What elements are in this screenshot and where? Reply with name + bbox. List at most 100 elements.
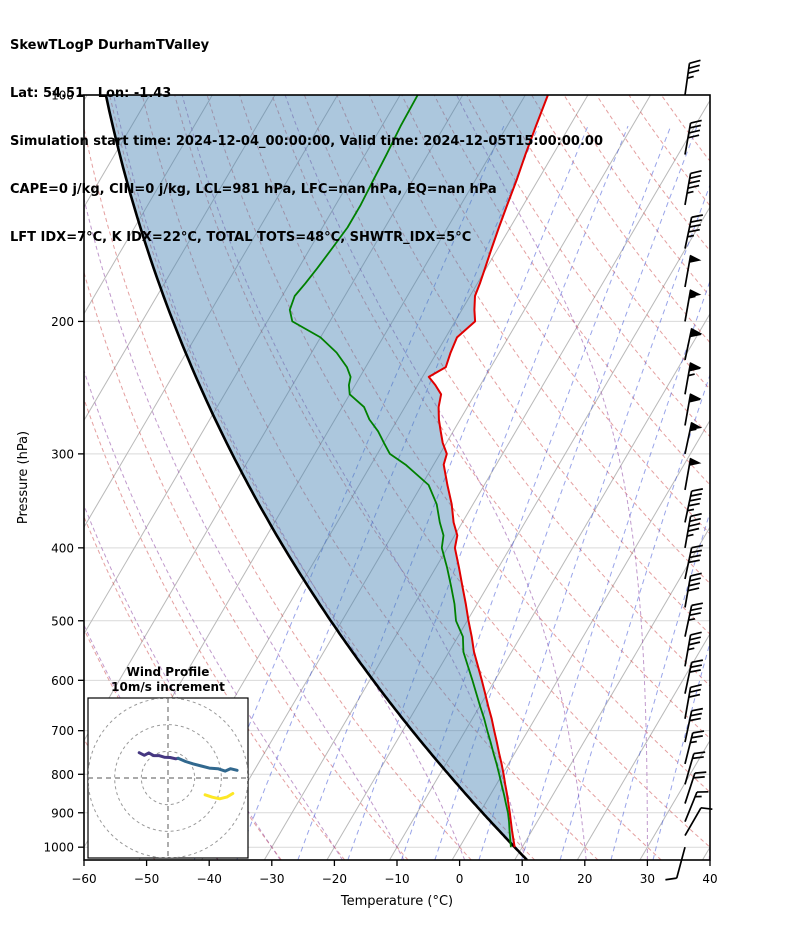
moist-adiabat-line: [113, 95, 466, 860]
isotherm-line: [326, 206, 710, 860]
wind-barb: [684, 790, 709, 823]
wind-barb: [684, 544, 704, 580]
wind-barb: [684, 683, 702, 719]
moist-adiabat-line: [84, 368, 343, 860]
wind-barb: [684, 59, 701, 96]
hodograph-ring: [114, 724, 222, 832]
isotherm-line: [263, 99, 710, 860]
stability-shade-region: [105, 95, 548, 848]
wind-barb: [684, 254, 702, 288]
wind-barb: [684, 362, 702, 395]
dry-adiabat-line: [84, 397, 346, 860]
wind-barbs: [665, 59, 713, 881]
chart-indices-1: CAPE=0 j/kg, CIN=0 j/kg, LCL=981 hPa, LF…: [10, 182, 497, 197]
mixing-ratio-line: [297, 125, 589, 860]
x-tick-label: −60: [71, 872, 96, 886]
y-tick-label: 600: [51, 674, 74, 688]
dry-adiabat-line: [206, 95, 710, 848]
wind-barb: [684, 512, 702, 549]
wind-barb: [684, 602, 704, 637]
x-tick-label: −50: [134, 872, 159, 886]
chart-title: SkewTLogP DurhamTValley: [10, 38, 210, 53]
mixing-ratio-line: [401, 125, 672, 860]
x-tick-label: −40: [197, 872, 222, 886]
y-tick-label: 100: [51, 89, 74, 103]
mixing-ratio-line: [559, 373, 710, 860]
x-tick-label: −30: [259, 872, 284, 886]
mixing-ratio-line: [347, 125, 629, 860]
y-tick-label: 900: [51, 806, 74, 820]
moist-adiabat-line: [708, 839, 710, 860]
dry-adiabat-line: [174, 95, 662, 860]
sounding-layers: [104, 95, 549, 860]
wind-barb: [684, 659, 704, 694]
dry-adiabat-line: [141, 95, 599, 860]
inset-subtitle: 10m/s increment: [111, 680, 225, 694]
x-tick-label: −10: [384, 872, 409, 886]
wind-barb: [684, 572, 702, 608]
inset-title: Wind Profile: [127, 665, 210, 679]
mixing-ratio-line: [434, 125, 698, 860]
wind-barb: [684, 119, 702, 155]
wind-barb: [684, 289, 702, 322]
x-tick-label: 10: [515, 872, 530, 886]
chart-header: SkewTLogP DurhamTValley Lat: 54.51 Lon: …: [10, 6, 603, 278]
y-tick-label: 300: [51, 447, 74, 461]
parcel-profile-line: [104, 95, 528, 860]
wind-barb: [684, 393, 702, 426]
x-tick-label: 30: [640, 872, 655, 886]
isotherm-line: [389, 312, 710, 860]
mixing-ratio-line: [521, 279, 710, 860]
y-tick-label: 400: [51, 541, 74, 555]
chart-location: Lat: 54.51 Lon: -1.43: [10, 86, 172, 101]
hodograph-ring: [140, 750, 196, 806]
y-axis-label: Pressure (hPa): [16, 431, 31, 524]
temperature-line: [427, 95, 549, 848]
dry-adiabat-line: [84, 126, 472, 860]
x-tick-label: −20: [322, 872, 347, 886]
isotherm-line: [201, 95, 651, 860]
y-tick-label: 800: [51, 768, 74, 782]
hodograph-segment-upper-level: [203, 792, 235, 801]
chart-times: Simulation start time: 2024-12-04_00:00:…: [10, 134, 603, 149]
mixing-ratio-line: [236, 125, 539, 860]
y-tick-label: 1000: [43, 841, 74, 855]
y-tick-label: 700: [51, 724, 74, 738]
dewpoint-line: [288, 95, 512, 848]
wind-barb: [684, 421, 703, 455]
wind-barb: [684, 771, 707, 804]
isotherm-line: [84, 95, 276, 422]
hodograph-segment-low-level: [137, 751, 180, 761]
x-tick-label: 40: [702, 872, 717, 886]
dry-adiabat-line: [84, 270, 409, 860]
y-tick-label: 200: [51, 315, 74, 329]
dry-adiabat-line: [401, 95, 710, 535]
wind-barb: [684, 457, 702, 491]
wind-barb: [684, 806, 713, 836]
isotherm-line: [639, 739, 710, 860]
moist-adiabat-line: [284, 95, 587, 860]
dry-adiabat-line: [660, 95, 710, 162]
chart-indices-2: LFT IDX=7°C, K IDX=22°C, TOTAL TOTS=48°C…: [10, 230, 472, 245]
dry-adiabat-line: [596, 95, 710, 252]
x-tick-label: 20: [577, 872, 592, 886]
dry-adiabat-line: [433, 95, 710, 486]
mixing-ratio-line: [610, 510, 710, 860]
wind-barb: [684, 730, 705, 765]
wind-barb: [684, 488, 704, 523]
wind-barb: [684, 214, 704, 249]
mixing-ratio-line: [478, 183, 710, 860]
wind-barb: [684, 631, 702, 667]
wind-barb: [684, 751, 706, 785]
dry-adiabat-line: [109, 95, 535, 860]
wind-barb: [684, 169, 702, 206]
isotherm-line: [576, 632, 710, 860]
dry-adiabat-line: [628, 95, 710, 207]
isotherm-line: [514, 526, 710, 860]
isotherm-line: [84, 95, 401, 635]
mixing-ratio-line: [652, 640, 710, 860]
